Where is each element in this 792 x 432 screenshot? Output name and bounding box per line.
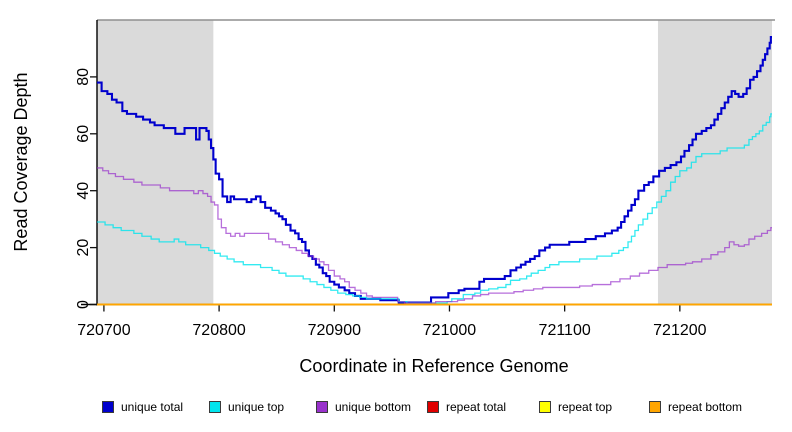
legend-item-repeat-top: repeat top xyxy=(539,398,612,416)
repeat-region-band xyxy=(97,20,214,305)
legend-item-repeat-total: repeat total xyxy=(427,398,506,416)
legend-label: unique top xyxy=(228,400,285,414)
legend-label: repeat total xyxy=(446,400,507,414)
legend-swatch-unique-bottom xyxy=(316,401,328,413)
legend-swatch-repeat-total xyxy=(427,401,439,413)
legend-label: repeat bottom xyxy=(668,400,743,414)
legend-label: unique bottom xyxy=(335,400,412,414)
legend-item-unique-total: unique total xyxy=(102,398,183,416)
x-tick-label: 720700 xyxy=(77,322,130,339)
x-tick-label: 721100 xyxy=(539,322,591,339)
x-tick-label: 720900 xyxy=(308,322,361,339)
legend-item-repeat-bottom: repeat bottom xyxy=(649,398,742,416)
data-series xyxy=(97,36,772,306)
chart-canvas: 720700 720800 720900 721000 721100 721200 0 20 4… xyxy=(11,19,775,376)
y-tick-label: 60 xyxy=(75,125,92,143)
x-tick-label: 721200 xyxy=(653,322,706,339)
shaded-repeat-regions xyxy=(97,20,772,305)
legend-label: unique total xyxy=(121,400,184,414)
y-tick-label: 40 xyxy=(75,182,92,200)
y-tick-label: 20 xyxy=(75,239,92,257)
legend-swatch-unique-top xyxy=(209,401,221,413)
legend-item-unique-top: unique top xyxy=(209,398,284,416)
legend-swatch-repeat-bottom xyxy=(649,401,661,413)
x-tick-label: 721000 xyxy=(423,322,476,339)
tick-labels: 720700 720800 720900 721000 721100 721200 0 20 4… xyxy=(75,68,707,339)
y-tick-label: 80 xyxy=(75,68,92,86)
series-unique-total xyxy=(97,36,772,304)
x-axis-title: Coordinate in Reference Genome xyxy=(299,356,568,376)
repeat-region-band xyxy=(657,20,772,305)
legend-item-unique-bottom: unique bottom xyxy=(316,398,411,416)
legend-label: repeat top xyxy=(558,400,613,414)
series-unique-top xyxy=(97,113,772,304)
y-tick-label: 0 xyxy=(75,300,92,309)
series-unique-bottom xyxy=(97,167,772,304)
x-tick-label: 720800 xyxy=(192,322,245,339)
legend: unique total unique top unique bottom repea… xyxy=(0,398,792,420)
y-axis-title: Read Coverage Depth xyxy=(11,72,31,251)
legend-swatch-repeat-top xyxy=(539,401,551,413)
legend-swatch-unique-total xyxy=(102,401,114,413)
